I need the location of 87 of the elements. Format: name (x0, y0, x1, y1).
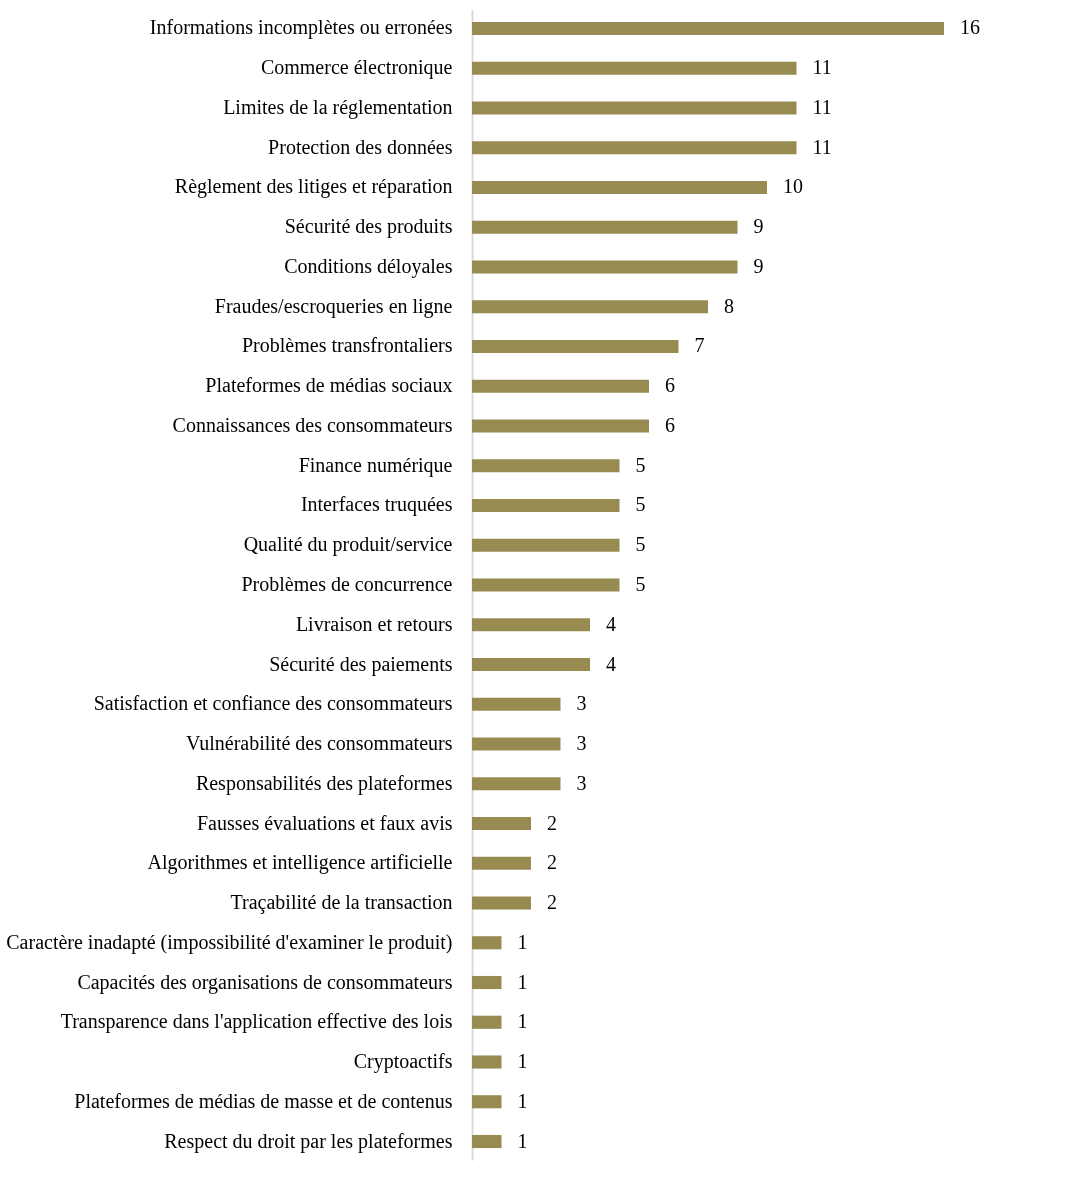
data-label: 4 (606, 612, 616, 635)
y-tick-label: Respect du droit par les plateformes (164, 1129, 453, 1153)
data-label: 11 (812, 135, 832, 158)
y-tick-label: Informations incomplètes ou erronées (149, 16, 453, 40)
y-tick-label: Problèmes de concurrence (241, 573, 453, 595)
bar (472, 777, 561, 791)
bar (472, 657, 590, 672)
y-tick-label: Plateformes de médias sociaux (205, 374, 453, 397)
bar (472, 816, 531, 831)
bar (472, 737, 561, 751)
bar (472, 220, 738, 234)
data-label: 16 (960, 16, 980, 39)
bar (472, 339, 679, 354)
bar (472, 498, 620, 513)
y-tick-label: Responsabilités des plateformes (195, 771, 453, 795)
bar (472, 101, 797, 115)
y-tick-label: Livraison et retours (295, 612, 453, 635)
y-tick-label: Caractère inadapté (impossibilité d'examiner le produit) (6, 930, 453, 954)
bar (472, 975, 502, 990)
data-label: 1 (517, 1129, 528, 1152)
data-label: 5 (635, 493, 646, 516)
bar (472, 459, 620, 473)
bar (472, 180, 767, 195)
y-tick-label: Qualité du produit/service (243, 533, 453, 557)
y-tick-label: Commerce électronique (260, 56, 453, 80)
data-label: 1 (517, 1089, 528, 1112)
bar (472, 856, 531, 870)
data-label: 1 (517, 970, 528, 993)
y-tick-label: Conditions déloyales (284, 254, 453, 278)
y-tick-label: Fausses évaluations et faux avis (197, 811, 453, 834)
y-tick-label: Connaissances des consommateurs (172, 414, 453, 436)
bar (472, 697, 561, 711)
data-label: 9 (753, 254, 764, 277)
data-label: 2 (547, 851, 557, 874)
data-label: 5 (635, 533, 646, 556)
bar (472, 379, 649, 393)
y-tick-label: Sécurité des produits (284, 215, 453, 239)
data-label: 1 (517, 1050, 528, 1073)
y-tick-label: Vulnérabilité des consommateurs (185, 732, 453, 754)
y-tick-label: Interfaces truquées (300, 493, 453, 517)
bar (472, 21, 944, 36)
bar (472, 1134, 502, 1149)
y-tick-label: Traçabilité de la transaction (230, 891, 453, 915)
data-label: 2 (547, 811, 557, 834)
data-label: 3 (576, 732, 587, 754)
data-label: 4 (606, 652, 616, 675)
bar (472, 1095, 502, 1109)
y-tick-label: Plateformes de médias de masse et de contenus (74, 1089, 453, 1112)
data-label: 3 (576, 692, 587, 715)
y-tick-label: Sécurité des paiements (269, 652, 453, 676)
data-label: 1 (517, 930, 528, 953)
data-label: 1 (517, 1010, 528, 1033)
data-label: 2 (547, 891, 557, 914)
data-label: 9 (753, 215, 764, 238)
data-label: 3 (576, 771, 587, 794)
y-tick-label: Protection des données (268, 135, 453, 158)
y-tick-label: Transparence dans l'application effective des lois (60, 1010, 453, 1034)
y-tick-label: Limites de la réglementation (223, 95, 453, 119)
data-label: 11 (812, 95, 832, 118)
data-label: 6 (665, 414, 675, 436)
bar (472, 936, 502, 950)
bar (472, 1055, 502, 1069)
y-tick-label: Cryptoactifs (353, 1050, 453, 1074)
bar (472, 300, 708, 314)
y-tick-label: Finance numérique (298, 453, 453, 477)
data-label: 7 (694, 334, 705, 357)
y-tick-label: Algorithmes et intelligence artificielle (147, 851, 453, 875)
bar (472, 260, 738, 274)
bar (472, 578, 620, 592)
bar (472, 61, 797, 75)
data-label: 10 (783, 175, 803, 198)
bar (472, 1015, 502, 1029)
bar (472, 896, 531, 910)
bar (472, 141, 797, 155)
bar (472, 538, 620, 552)
y-tick-label: Capacités des organisations de consommateurs (77, 970, 453, 994)
data-label: 5 (635, 453, 646, 476)
data-label: 6 (665, 374, 675, 397)
bar (472, 618, 590, 632)
y-tick-label: Règlement des litiges et réparation (174, 175, 453, 199)
data-label: 11 (812, 56, 832, 79)
data-label: 5 (635, 573, 646, 595)
bar (472, 419, 649, 433)
y-tick-label: Satisfaction et confiance des consommateurs (93, 692, 453, 715)
data-label: 8 (724, 294, 734, 317)
y-tick-label: Fraudes/escroqueries en ligne (214, 294, 453, 318)
y-tick-label: Problèmes transfrontaliers (242, 334, 453, 357)
